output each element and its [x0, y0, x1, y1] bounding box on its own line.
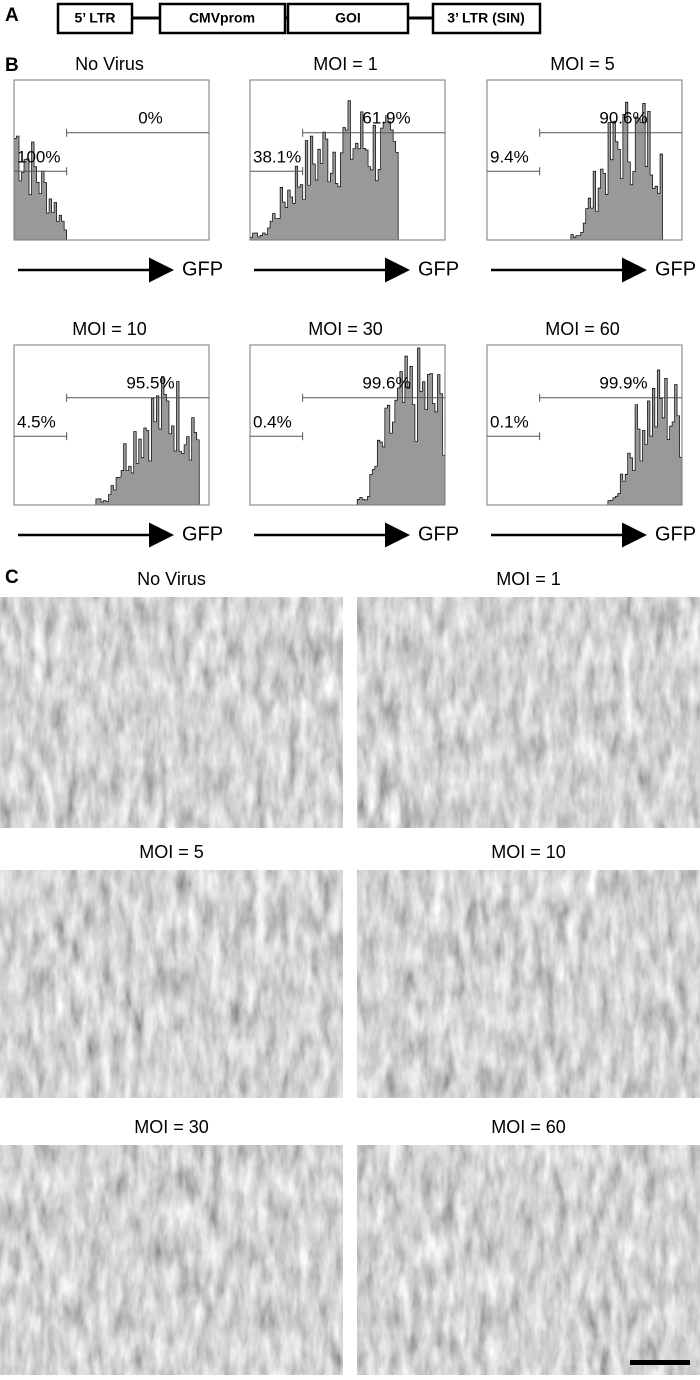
micrograph — [357, 597, 700, 828]
construct-box — [56, 2, 134, 35]
axis-label: GFP — [182, 258, 223, 280]
axis-label: GFP — [655, 523, 696, 545]
plot-frame — [13, 79, 210, 241]
box-label: 5’ LTR — [75, 10, 116, 26]
histogram — [95, 376, 200, 506]
plot-title: No Virus — [75, 54, 144, 74]
micrograph — [0, 870, 343, 1098]
image-title: No Virus — [137, 569, 206, 589]
axis-label: GFP — [418, 258, 459, 280]
gate-percent: 0.4% — [253, 413, 292, 432]
gate-percent: 0.1% — [490, 413, 529, 432]
histogram — [13, 135, 68, 241]
box-label: CMVprom — [189, 10, 255, 26]
gate-percent: 38.1% — [253, 148, 301, 167]
micrograph — [357, 870, 700, 1098]
construct-box — [431, 2, 542, 35]
histogram — [570, 101, 663, 241]
image-title: MOI = 10 — [491, 842, 566, 862]
histogram — [356, 347, 446, 506]
box-label: 3’ LTR (SIN) — [447, 10, 525, 26]
plot-frame — [249, 344, 446, 506]
plot-title: MOI = 10 — [72, 319, 147, 339]
scale-bar — [630, 1360, 690, 1365]
axis-label: GFP — [418, 523, 459, 545]
plot-title: MOI = 5 — [550, 54, 615, 74]
gate-percent: 4.5% — [17, 413, 56, 432]
axis-label: GFP — [655, 258, 696, 280]
gate-percent: 0% — [138, 108, 163, 127]
panel-label: B — [5, 55, 19, 76]
plot-frame — [13, 344, 210, 506]
gate-percent: 61.9% — [362, 108, 410, 127]
construct-box — [158, 2, 287, 35]
gate-percent: 99.9% — [599, 373, 647, 392]
image-title: MOI = 30 — [134, 1117, 209, 1137]
plot-title: MOI = 30 — [308, 319, 383, 339]
plot-title: MOI = 60 — [545, 319, 620, 339]
gate-percent: 95.5% — [126, 373, 174, 392]
histogram — [607, 369, 683, 506]
image-title: MOI = 1 — [496, 569, 561, 589]
gate-percent: 90.6% — [599, 108, 647, 127]
box-label: GOI — [335, 10, 361, 26]
gate-percent: 9.4% — [490, 148, 529, 167]
micrograph — [357, 1145, 700, 1375]
gate-percent: 100% — [17, 148, 60, 167]
histogram — [249, 100, 399, 241]
image-title: MOI = 5 — [139, 842, 204, 862]
plot-title: MOI = 1 — [313, 54, 378, 74]
plot-frame — [486, 344, 683, 506]
axis-label: GFP — [182, 523, 223, 545]
image-title: MOI = 60 — [491, 1117, 566, 1137]
construct-box — [286, 2, 410, 35]
micrograph — [0, 597, 343, 828]
panel-label: C — [5, 567, 19, 588]
plot-frame — [249, 79, 446, 241]
plot-frame — [486, 79, 683, 241]
gate-percent: 99.6% — [362, 373, 410, 392]
panel-label: A — [5, 5, 19, 26]
micrograph — [0, 1145, 343, 1375]
